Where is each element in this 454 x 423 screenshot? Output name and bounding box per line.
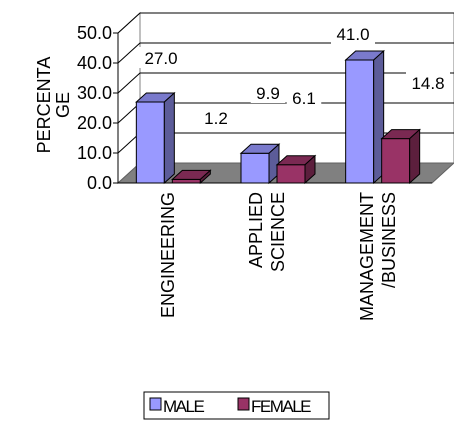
data-label-box (198, 107, 234, 128)
y-axis-title-line-1: PERCENTA (34, 57, 54, 154)
data-label-box (331, 23, 375, 44)
bar-male-2 (345, 59, 375, 184)
y-tick-label: 50.0 (77, 23, 112, 43)
y-axis: 0.0 10.0 20.0 30.0 40.0 50.0 (77, 23, 432, 193)
data-label: 1.2 (204, 109, 228, 128)
data-label: 27.0 (144, 49, 177, 68)
x-tick-label: SCIENCE (268, 192, 288, 272)
x-tick-label: APPLIED (246, 192, 266, 268)
bar-female-0 (171, 178, 201, 184)
data-label-box (250, 82, 286, 103)
bar-female-2 (381, 138, 411, 184)
bar-male-1 (240, 152, 270, 184)
data-label: 14.8 (411, 74, 444, 93)
bars (135, 49, 421, 185)
bar-male-0 (135, 101, 165, 184)
data-label: 9.9 (256, 84, 280, 103)
bar-side-female-1 (304, 154, 316, 185)
data-label: 41.0 (336, 25, 369, 44)
bar-side-female-0 (199, 169, 211, 185)
legend-swatch-male (149, 397, 162, 411)
y-tick-label: 40.0 (77, 53, 112, 73)
legend-swatch-female (237, 397, 250, 411)
y-tick-label: 10.0 (77, 143, 112, 163)
data-label-box (286, 87, 322, 108)
legend-box (143, 391, 330, 420)
y-tick-label: 0.0 (87, 173, 112, 193)
x-tick-label: MANAGEMENT (357, 192, 377, 321)
y-tick-label: 30.0 (77, 83, 112, 103)
data-labels: 27.0 1.2 9.9 6.1 41.0 14.8 (139, 23, 450, 128)
bar-side-male-0 (163, 91, 175, 185)
data-label-box (406, 72, 450, 93)
bar-side-female-2 (409, 128, 421, 185)
legend: MALE FEMALE (143, 391, 330, 420)
y-tick-label: 20.0 (77, 113, 112, 133)
legend-label-male: MALE (163, 397, 204, 416)
data-label-box (139, 47, 183, 68)
bar-female-1 (276, 164, 306, 184)
legend-label-female: FEMALE (251, 397, 311, 416)
data-label: 6.1 (292, 89, 316, 108)
x-tick-label: /BUSINESS (379, 192, 399, 288)
y-axis-title-line-2: GE (53, 92, 73, 118)
x-axis-labels: ENGINEERING APPLIED SCIENCE MANAGEMENT/BUSI… (158, 192, 399, 321)
gridline (117, 12, 454, 34)
x-tick-label: ENGINEERING (158, 192, 178, 318)
